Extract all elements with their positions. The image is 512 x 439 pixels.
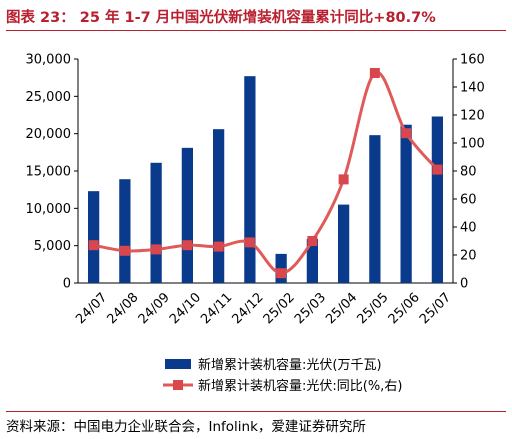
right-axis-tick-label: 60 <box>460 193 477 208</box>
yoy-line <box>93 70 439 275</box>
right-axis-tick-label: 0 <box>460 277 468 292</box>
x-axis-tick-label: 24/10 <box>167 290 204 327</box>
right-axis-tick-label: 160 <box>460 53 485 68</box>
yoy-marker <box>151 244 162 255</box>
yoy-marker <box>307 236 318 246</box>
source-note: 资料来源：中国电力企业联合会，Infolink，爱建证券研究所 <box>6 419 366 435</box>
bar <box>213 129 225 283</box>
left-axis-tick-label: 10,000 <box>26 202 72 217</box>
left-axis-tick-label: 20,000 <box>26 127 72 142</box>
x-axis-tick-label: 24/12 <box>229 290 266 327</box>
yoy-marker <box>432 164 443 175</box>
bar <box>119 179 131 283</box>
left-axis-tick-label: 15,000 <box>26 165 72 180</box>
x-axis-tick-label: 24/08 <box>104 290 141 327</box>
yoy-marker <box>401 128 412 139</box>
yoy-marker <box>276 268 287 279</box>
left-axis-tick-label: 5,000 <box>34 239 71 254</box>
combo-chart: 0 5,000 10,000 15,000 20,000 25,000 30,000 0 20 4… <box>26 53 485 395</box>
x-axis-tick-label: 24/09 <box>136 290 173 327</box>
x-axis-tick-label: 25/02 <box>261 290 298 327</box>
legend-bar-label: 新增累计装机容量:光伏(万千瓦) <box>198 357 382 373</box>
left-axis-tick-label: 30,000 <box>26 53 72 68</box>
x-axis-tick-label: 25/06 <box>386 290 423 327</box>
x-axis-tick-label: 25/05 <box>354 290 391 327</box>
yoy-marker <box>213 241 224 252</box>
x-axis-tick-label: 24/07 <box>73 290 110 327</box>
x-axis-tick-label: 24/11 <box>198 290 235 327</box>
bar <box>306 238 318 283</box>
x-axis-tick-label: 25/03 <box>292 290 329 327</box>
bar <box>400 124 412 283</box>
legend-bar-swatch <box>165 359 191 369</box>
bar <box>338 204 350 283</box>
right-axis-tick-label: 100 <box>460 137 485 152</box>
yoy-marker <box>338 174 349 185</box>
right-axis-tick-label: 120 <box>460 109 485 124</box>
x-axis-tick-label: 25/07 <box>417 290 454 327</box>
bar <box>369 135 381 283</box>
yoy-marker <box>88 240 99 251</box>
right-axis-tick-label: 140 <box>460 81 485 96</box>
source-divider <box>6 411 506 412</box>
bar <box>244 76 256 283</box>
right-axis-tick-label: 20 <box>460 249 477 264</box>
right-axis-tick-label: 80 <box>460 165 477 180</box>
bar <box>431 116 443 283</box>
x-axis-tick-label: 25/04 <box>323 290 360 327</box>
legend-line-marker <box>173 380 183 390</box>
yoy-marker <box>244 237 255 248</box>
right-axis-tick-label: 40 <box>460 221 477 236</box>
bar <box>88 191 100 283</box>
title-divider <box>6 30 506 31</box>
figure-title: 图表 23： 25 年 1-7 月中国光伏新增装机容量累计同比+80.7% <box>6 10 436 26</box>
yoy-marker <box>119 245 130 256</box>
bar <box>150 162 162 283</box>
yoy-marker <box>369 68 380 78</box>
yoy-marker <box>182 240 193 251</box>
legend-line-label: 新增累计装机容量:光伏:同比(%,右) <box>198 378 402 394</box>
left-axis-tick-label: 25,000 <box>26 90 72 105</box>
bar <box>181 147 193 283</box>
left-axis-tick-label: 0 <box>63 277 71 292</box>
